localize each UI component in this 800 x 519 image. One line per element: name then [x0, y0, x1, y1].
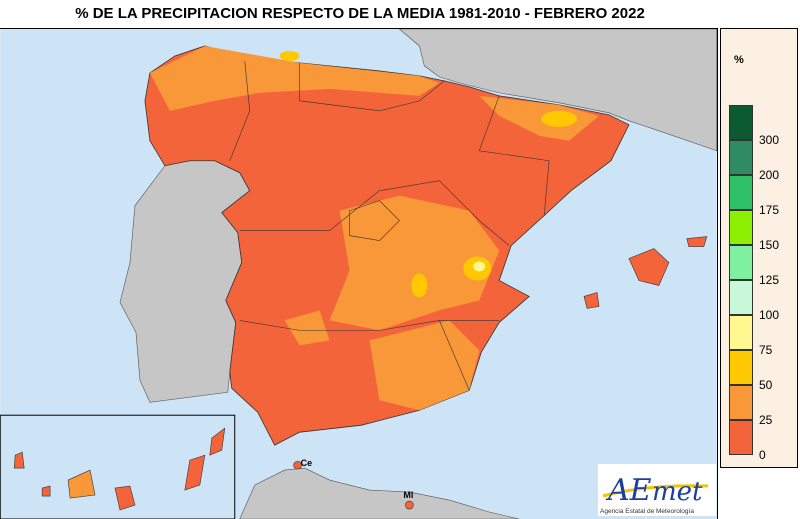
svg-text:AE: AE	[605, 473, 652, 508]
legend-label: 0	[759, 448, 766, 462]
legend-swatch	[729, 350, 753, 385]
precip-75-100-area	[473, 261, 486, 272]
melilla-marker	[405, 500, 414, 510]
legend-label: 200	[759, 168, 780, 182]
legend-swatch	[729, 245, 753, 280]
legend-label: 300	[759, 133, 780, 147]
legend-swatch	[729, 210, 753, 245]
legend-label: 125	[759, 273, 780, 287]
legend-label: 25	[759, 413, 773, 427]
legend-swatch	[729, 140, 753, 175]
aemet-logo-subtitle: Agencia Estatal de Meteorología	[600, 508, 694, 515]
melilla-label: Ml	[403, 490, 413, 500]
legend-swatch	[729, 175, 753, 210]
legend: % 300 200 175 150 125 100 75 50 25 0	[720, 28, 798, 468]
precip-25-50-areas	[149, 45, 600, 411]
legend-swatch	[729, 280, 753, 315]
svg-text:met: met	[652, 477, 703, 507]
legend-label: 175	[759, 203, 780, 217]
africa	[239, 467, 520, 519]
legend-label: 75	[759, 343, 773, 357]
aemet-logo: AE met Agencia Estatal de Meteorología	[598, 464, 716, 516]
france	[398, 29, 717, 152]
ceuta-label: Ce	[301, 458, 312, 468]
canary-islands-inset	[0, 414, 236, 519]
legend-label: 100	[759, 308, 780, 322]
precipitation-map: Ce Ml	[0, 28, 718, 519]
map-title: % DE LA PRECIPITACION RESPECTO DE LA MED…	[75, 5, 645, 22]
legend-label: 50	[759, 378, 773, 392]
ceuta-marker	[293, 460, 302, 470]
legend-unit: %	[734, 54, 744, 66]
legend-swatch	[729, 385, 753, 420]
region-borders	[229, 60, 550, 391]
aemet-logo-graphic: AE met	[602, 473, 709, 508]
balearic-islands	[583, 236, 708, 309]
legend-label: 150	[759, 238, 780, 252]
legend-swatch	[729, 315, 753, 350]
legend-swatch	[729, 420, 753, 455]
legend-swatch	[729, 105, 753, 140]
